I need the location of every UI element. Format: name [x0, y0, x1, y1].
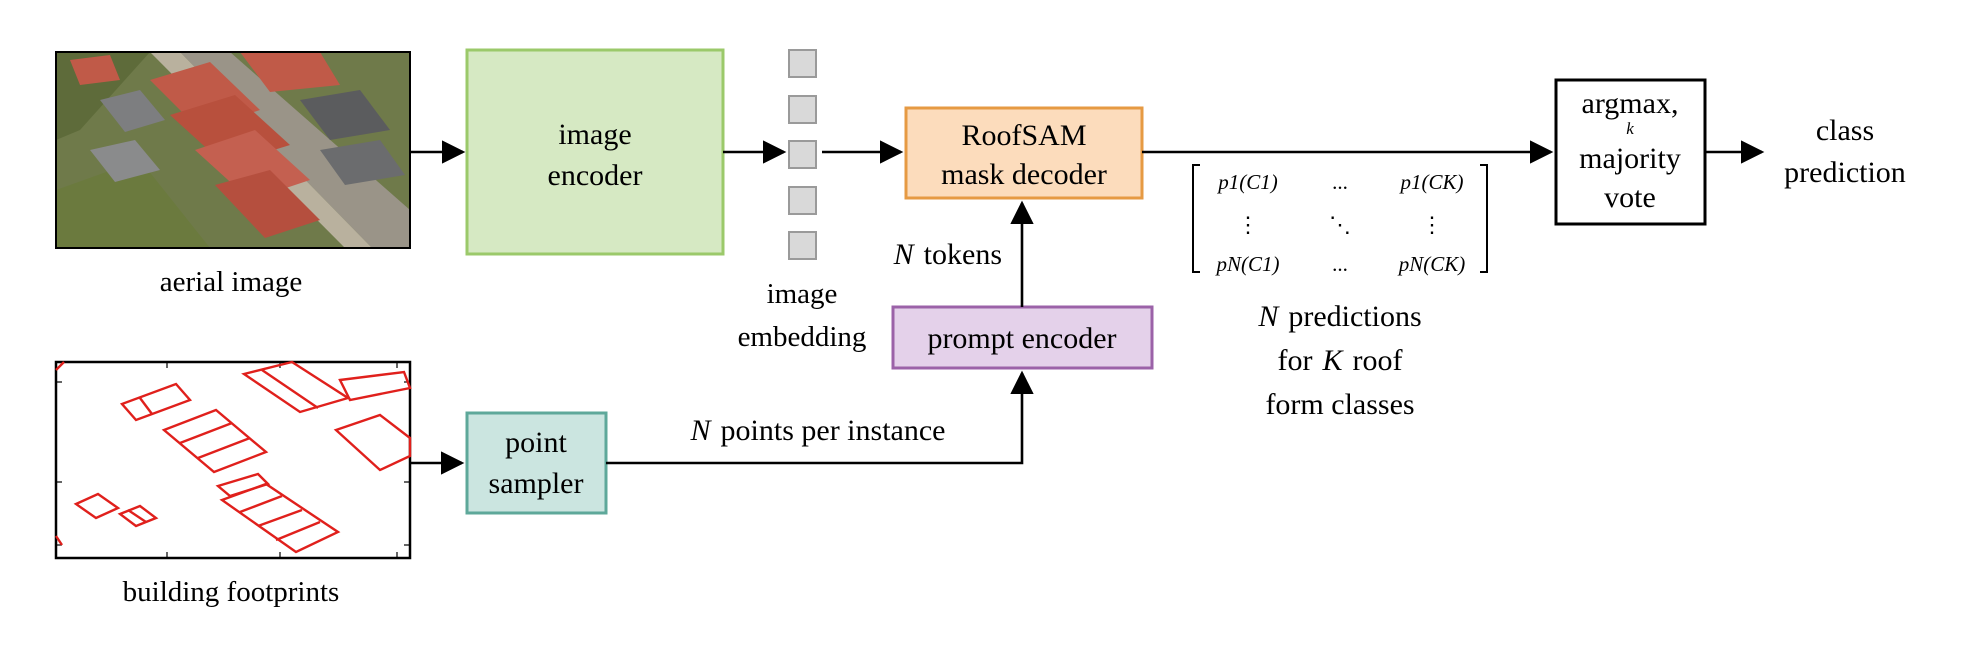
mask-decoder-label-line1: RoofSAM [961, 119, 1086, 152]
class-prediction-label-line1: class [1816, 114, 1874, 147]
point-sampler-label-line1: point [505, 426, 567, 459]
aerial-image-thumbnail [56, 52, 410, 248]
argmax-label-line2: majority [1579, 142, 1681, 175]
matrix-right-bracket [1480, 165, 1487, 272]
point-sampler-label-line2: sampler [489, 467, 584, 500]
points-var: N [690, 414, 713, 447]
image-embedding-label-line2: embedding [738, 321, 867, 353]
image-encoder-label-line1: image [558, 118, 631, 151]
matrix-cell-r3c1: pN(C1) [1215, 252, 1280, 276]
matrix-left-bracket [1193, 165, 1200, 272]
points-word: points per instance [721, 414, 946, 447]
matrix-cell-r1c2: ... [1332, 170, 1348, 194]
matrix-cell-r2c1: ⋮ [1237, 212, 1259, 237]
embedding-cell [789, 187, 816, 214]
matrix-cell-r2c2: ⋱ [1329, 212, 1351, 237]
mask-decoder-label-line2: mask decoder [941, 158, 1107, 191]
matrix-cell-r3c3: pN(CK) [1397, 252, 1466, 276]
tokens-var: N [893, 238, 916, 271]
point-sampler-node: point sampler [467, 413, 606, 513]
image-encoder-label-line2: encoder [548, 159, 643, 192]
argmax-node: argmax, k majority vote [1556, 80, 1705, 224]
matrix-cell-r2c3: ⋮ [1421, 212, 1443, 237]
building-footprints-thumbnail [56, 362, 410, 558]
image-embedding-stack [789, 50, 816, 259]
matrix-cell-r3c2: ... [1332, 252, 1348, 276]
aerial-image-label: aerial image [160, 266, 303, 298]
tokens-word: tokens [924, 238, 1002, 271]
embedding-cell [789, 96, 816, 123]
embedding-cell [789, 50, 816, 77]
embedding-cell [789, 141, 816, 168]
matrix-cell-r1c3: p1(CK) [1399, 170, 1464, 194]
class-prediction-label-line2: prediction [1784, 156, 1906, 189]
argmax-label-line3: vote [1604, 181, 1656, 214]
predictions-caption-line3: form classes [1265, 388, 1414, 421]
predictions-var-k: K [1321, 344, 1344, 377]
mask-decoder-node: RoofSAM mask decoder [906, 108, 1142, 198]
matrix-cell-r1c1: p1(C1) [1216, 170, 1278, 194]
prompt-encoder-node: prompt encoder [893, 307, 1152, 368]
prompt-encoder-label: prompt encoder [927, 322, 1116, 355]
predictions-word1: predictions [1288, 300, 1421, 333]
embedding-cell [789, 232, 816, 259]
image-encoder-box [467, 50, 723, 254]
predictions-word2: for [1278, 344, 1313, 377]
argmax-label-line1: argmax, [1582, 87, 1679, 120]
image-embedding-label-line1: image [767, 278, 838, 310]
predictions-var-n: N [1257, 300, 1280, 333]
building-footprints-label: building footprints [123, 576, 340, 608]
argmax-subscript: k [1626, 119, 1634, 138]
probability-matrix: p1(C1) ... p1(CK) ⋮ ⋱ ⋮ pN(C1) ... pN(CK… [1193, 165, 1487, 276]
predictions-word3: roof [1353, 344, 1403, 377]
image-encoder-node: image encoder [467, 50, 723, 254]
